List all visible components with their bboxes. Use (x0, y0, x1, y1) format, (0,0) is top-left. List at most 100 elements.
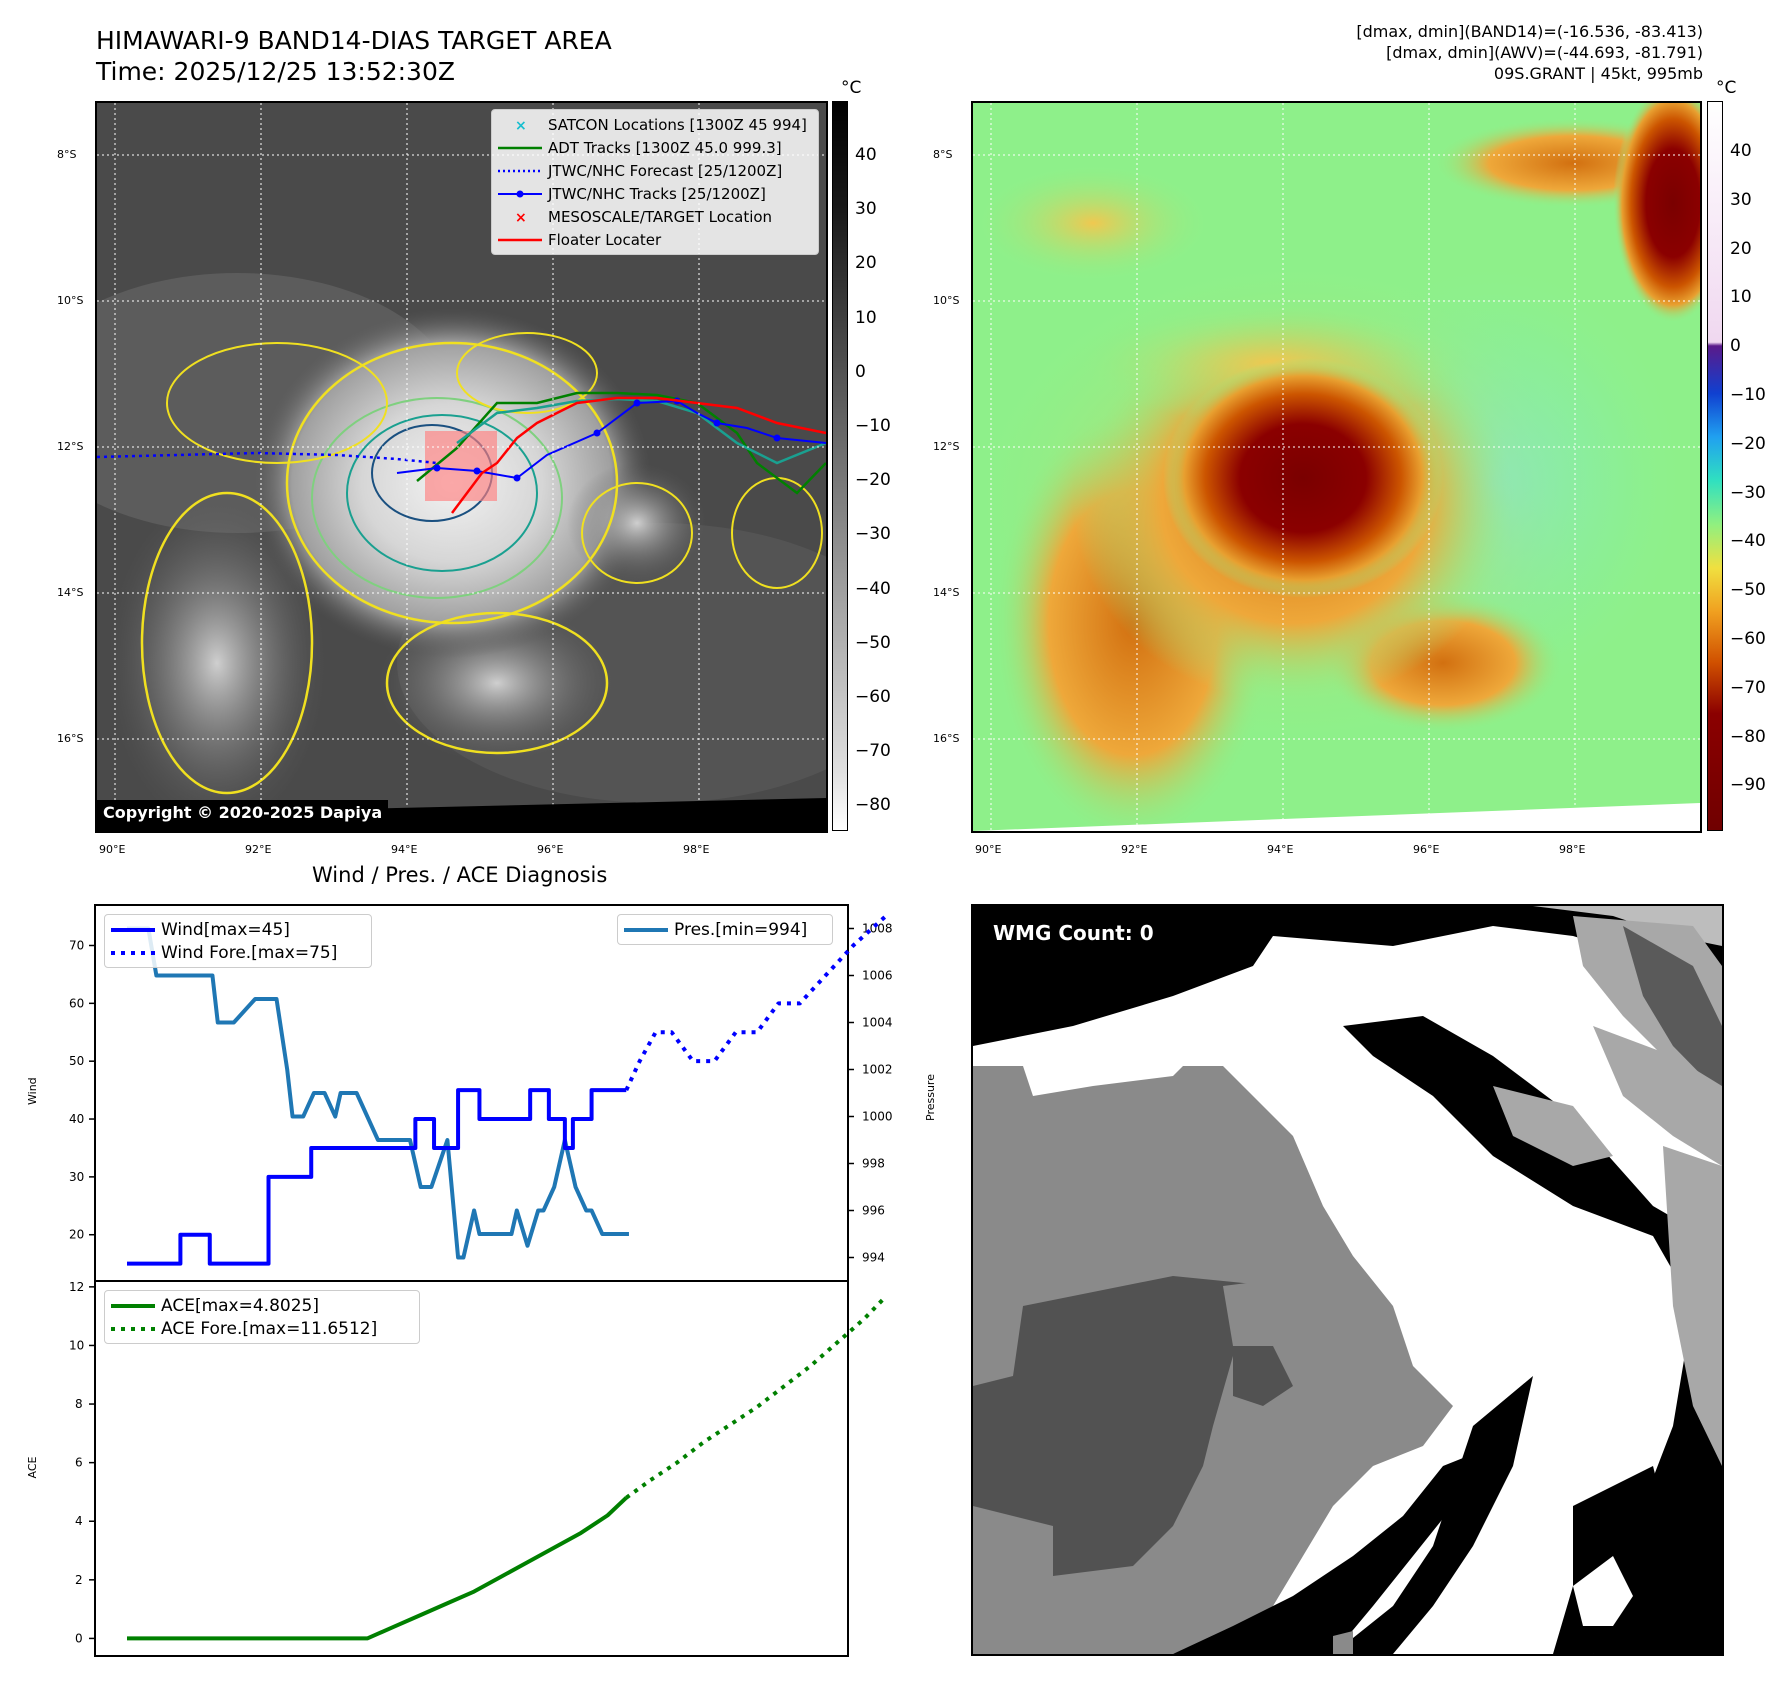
lat-tick-label: 16°S (933, 732, 960, 745)
lon-tick-label: 92°E (245, 843, 272, 856)
ir-satellite-panel: Copyright © 2020-2025 Dapiya × SATCON Loc… (95, 101, 828, 833)
lat-tick-label: 16°S (57, 732, 84, 745)
wind-ytick-label: 50 (69, 1054, 84, 1068)
colorbar-tick-label: −30 (1730, 482, 1766, 503)
colorbar-tick-label: −40 (1730, 531, 1766, 552)
ir-legend-item: ADT Tracks [1300Z 45.0 999.3] (492, 136, 818, 159)
pressure-ytick-label: 996 (862, 1204, 885, 1218)
lat-tick-label: 10°S (57, 294, 84, 307)
pressure-ytick-label: 998 (862, 1157, 885, 1171)
ir-legend-label: ADT Tracks [1300Z 45.0 999.3] (548, 138, 782, 157)
copyright-label: Copyright © 2020-2025 Dapiya (97, 800, 389, 825)
ace-ytick-label: 0 (75, 1631, 83, 1645)
colorbar-tick-label: −10 (1730, 385, 1766, 405)
diagnosis-title: Wind / Pres. / ACE Diagnosis (312, 863, 608, 887)
colorbar-tick-label: 30 (855, 199, 877, 220)
ace-ytick-label: 4 (75, 1514, 83, 1528)
ir-legend-label: Floater Locater (548, 230, 662, 249)
figure-time: Time: 2025/12/25 13:52:30Z (96, 57, 455, 86)
colorbar-tick-label: 40 (855, 145, 877, 165)
colorbar-tick-label: −30 (855, 524, 891, 545)
colorbar-tick-label: −40 (855, 578, 891, 599)
lon-tick-label: 92°E (1121, 843, 1148, 856)
lat-tick-label: 12°S (57, 440, 84, 453)
pressure-ytick-label: 994 (862, 1251, 885, 1265)
wv-colorbar-unit: °C (1716, 78, 1737, 98)
ir-legend-item: Floater Locater (492, 228, 818, 251)
lon-tick-label: 98°E (683, 843, 710, 856)
colorbar-tick-label: −50 (1730, 580, 1766, 601)
svg-text:×: × (515, 118, 527, 132)
ir-legend-item: JTWC/NHC Tracks [25/1200Z] (492, 182, 818, 205)
ir-legend-item: JTWC/NHC Forecast [25/1200Z] (492, 159, 818, 182)
wind-ytick-label: 60 (69, 996, 84, 1010)
wv-image (973, 103, 1700, 831)
lon-tick-label: 94°E (391, 843, 418, 856)
colorbar-tick-label: −60 (1730, 629, 1766, 649)
colorbar-tick-label: 40 (1730, 141, 1752, 161)
pressure-series-line (127, 926, 629, 1260)
lon-tick-label: 96°E (537, 843, 564, 856)
lon-tick-label: 90°E (975, 843, 1002, 856)
pressure-ytick-label: 1006 (862, 969, 893, 983)
diagnosis-chart: 2030405060709949969981000100210041006100… (26, 904, 937, 1657)
colorbar-tick-label: 20 (1730, 238, 1752, 259)
svg-text:×: × (515, 210, 527, 224)
lon-tick-label: 98°E (1559, 843, 1586, 856)
colorbar-tick-label: −60 (855, 687, 891, 707)
ace-legend: ACE[max=4.8025] ACE Fore.[max=11.6512] (104, 1290, 420, 1344)
colorbar-tick-label: −70 (855, 741, 891, 762)
colorbar-tick-label: −90 (1730, 775, 1766, 796)
colorbar-tick-label: 0 (1730, 336, 1741, 357)
ace-ytick-label: 10 (69, 1338, 84, 1352)
pressure-ytick-label: 1002 (862, 1063, 893, 1077)
ace-ytick-label: 2 (75, 1573, 83, 1587)
legend-ace-label: ACE[max=4.8025] (161, 1295, 319, 1316)
legend-wind-fore-label: Wind Fore.[max=75] (161, 942, 338, 963)
legend-ace-swatch (111, 1299, 155, 1313)
colorbar-tick-label: 0 (855, 361, 866, 382)
wv-satellite-panel (971, 101, 1702, 833)
ir-legend-label: JTWC/NHC Forecast [25/1200Z] (548, 161, 783, 180)
colorbar-tick-label: −80 (855, 795, 891, 816)
lat-tick-label: 8°S (57, 148, 77, 161)
colorbar-tick-label: −80 (1730, 726, 1766, 747)
pressure-legend: Pres.[min=994] (617, 914, 833, 945)
lat-tick-label: 14°S (57, 586, 84, 599)
ir-legend-label: MESOSCALE/TARGET Location (548, 207, 773, 226)
pressure-ytick-label: 1008 (862, 922, 893, 936)
legend-ace-fore-swatch (111, 1322, 155, 1336)
pressure-ytick-label: 1004 (862, 1016, 893, 1030)
legend-wind: Wind[max=45] (105, 918, 371, 941)
ace-ytick-label: 8 (75, 1397, 83, 1411)
legend-wind-swatch (111, 923, 155, 937)
dmax-dmin-band14: [dmax, dmin](BAND14)=(-16.536, -83.413) (1356, 22, 1703, 41)
colorbar-tick-label: 10 (1730, 287, 1752, 308)
colorbar-tick-label: −70 (1730, 677, 1766, 698)
pressure-ytick-label: 1000 (862, 1110, 893, 1124)
colorbar-tick-label: −20 (1730, 433, 1766, 454)
ir-legend-label: JTWC/NHC Tracks [25/1200Z] (548, 184, 766, 203)
ir-colorbar-unit: °C (841, 78, 862, 98)
ir-colorbar (832, 101, 848, 831)
lat-tick-label: 14°S (933, 586, 960, 599)
ace-ytick-label: 6 (75, 1456, 83, 1470)
legend-ace: ACE[max=4.8025] (105, 1294, 419, 1317)
ir-legend-swatch: × (498, 118, 542, 134)
colorbar-tick-label: −50 (855, 632, 891, 653)
ir-legend-swatch (498, 187, 542, 201)
legend-pres-label: Pres.[min=994] (674, 919, 808, 940)
wind-ytick-label: 40 (69, 1112, 84, 1126)
wmg-panel: WMG Count: 0 (971, 904, 1724, 1656)
wind-series-line (624, 915, 887, 1091)
storm-info: 09S.GRANT | 45kt, 995mb (1493, 64, 1703, 83)
wv-colorbar (1707, 101, 1723, 831)
colorbar-tick-label: 30 (1730, 189, 1752, 210)
legend-ace-fore-label: ACE Fore.[max=11.6512] (161, 1318, 378, 1339)
legend-wind-fore: Wind Fore.[max=75] (105, 941, 371, 964)
lat-tick-label: 12°S (933, 440, 960, 453)
ace-ylabel: ACE (26, 1456, 39, 1478)
legend-ace-fore: ACE Fore.[max=11.6512] (105, 1317, 419, 1340)
ace-ytick-label: 12 (69, 1280, 84, 1294)
colorbar-tick-label: −10 (855, 416, 891, 436)
